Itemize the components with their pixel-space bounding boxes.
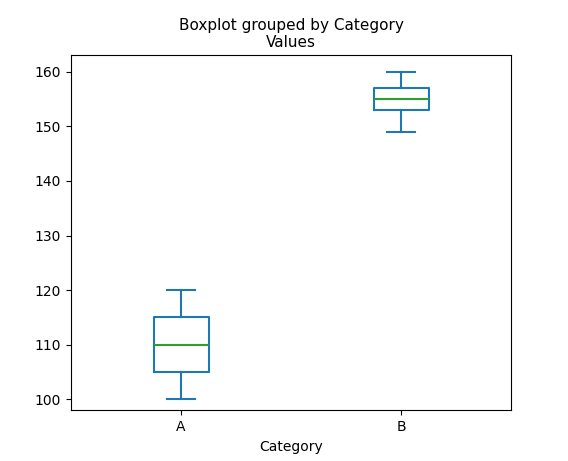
Title: Boxplot grouped by Category
Values: Boxplot grouped by Category Values: [179, 18, 403, 50]
X-axis label: Category: Category: [259, 440, 323, 454]
